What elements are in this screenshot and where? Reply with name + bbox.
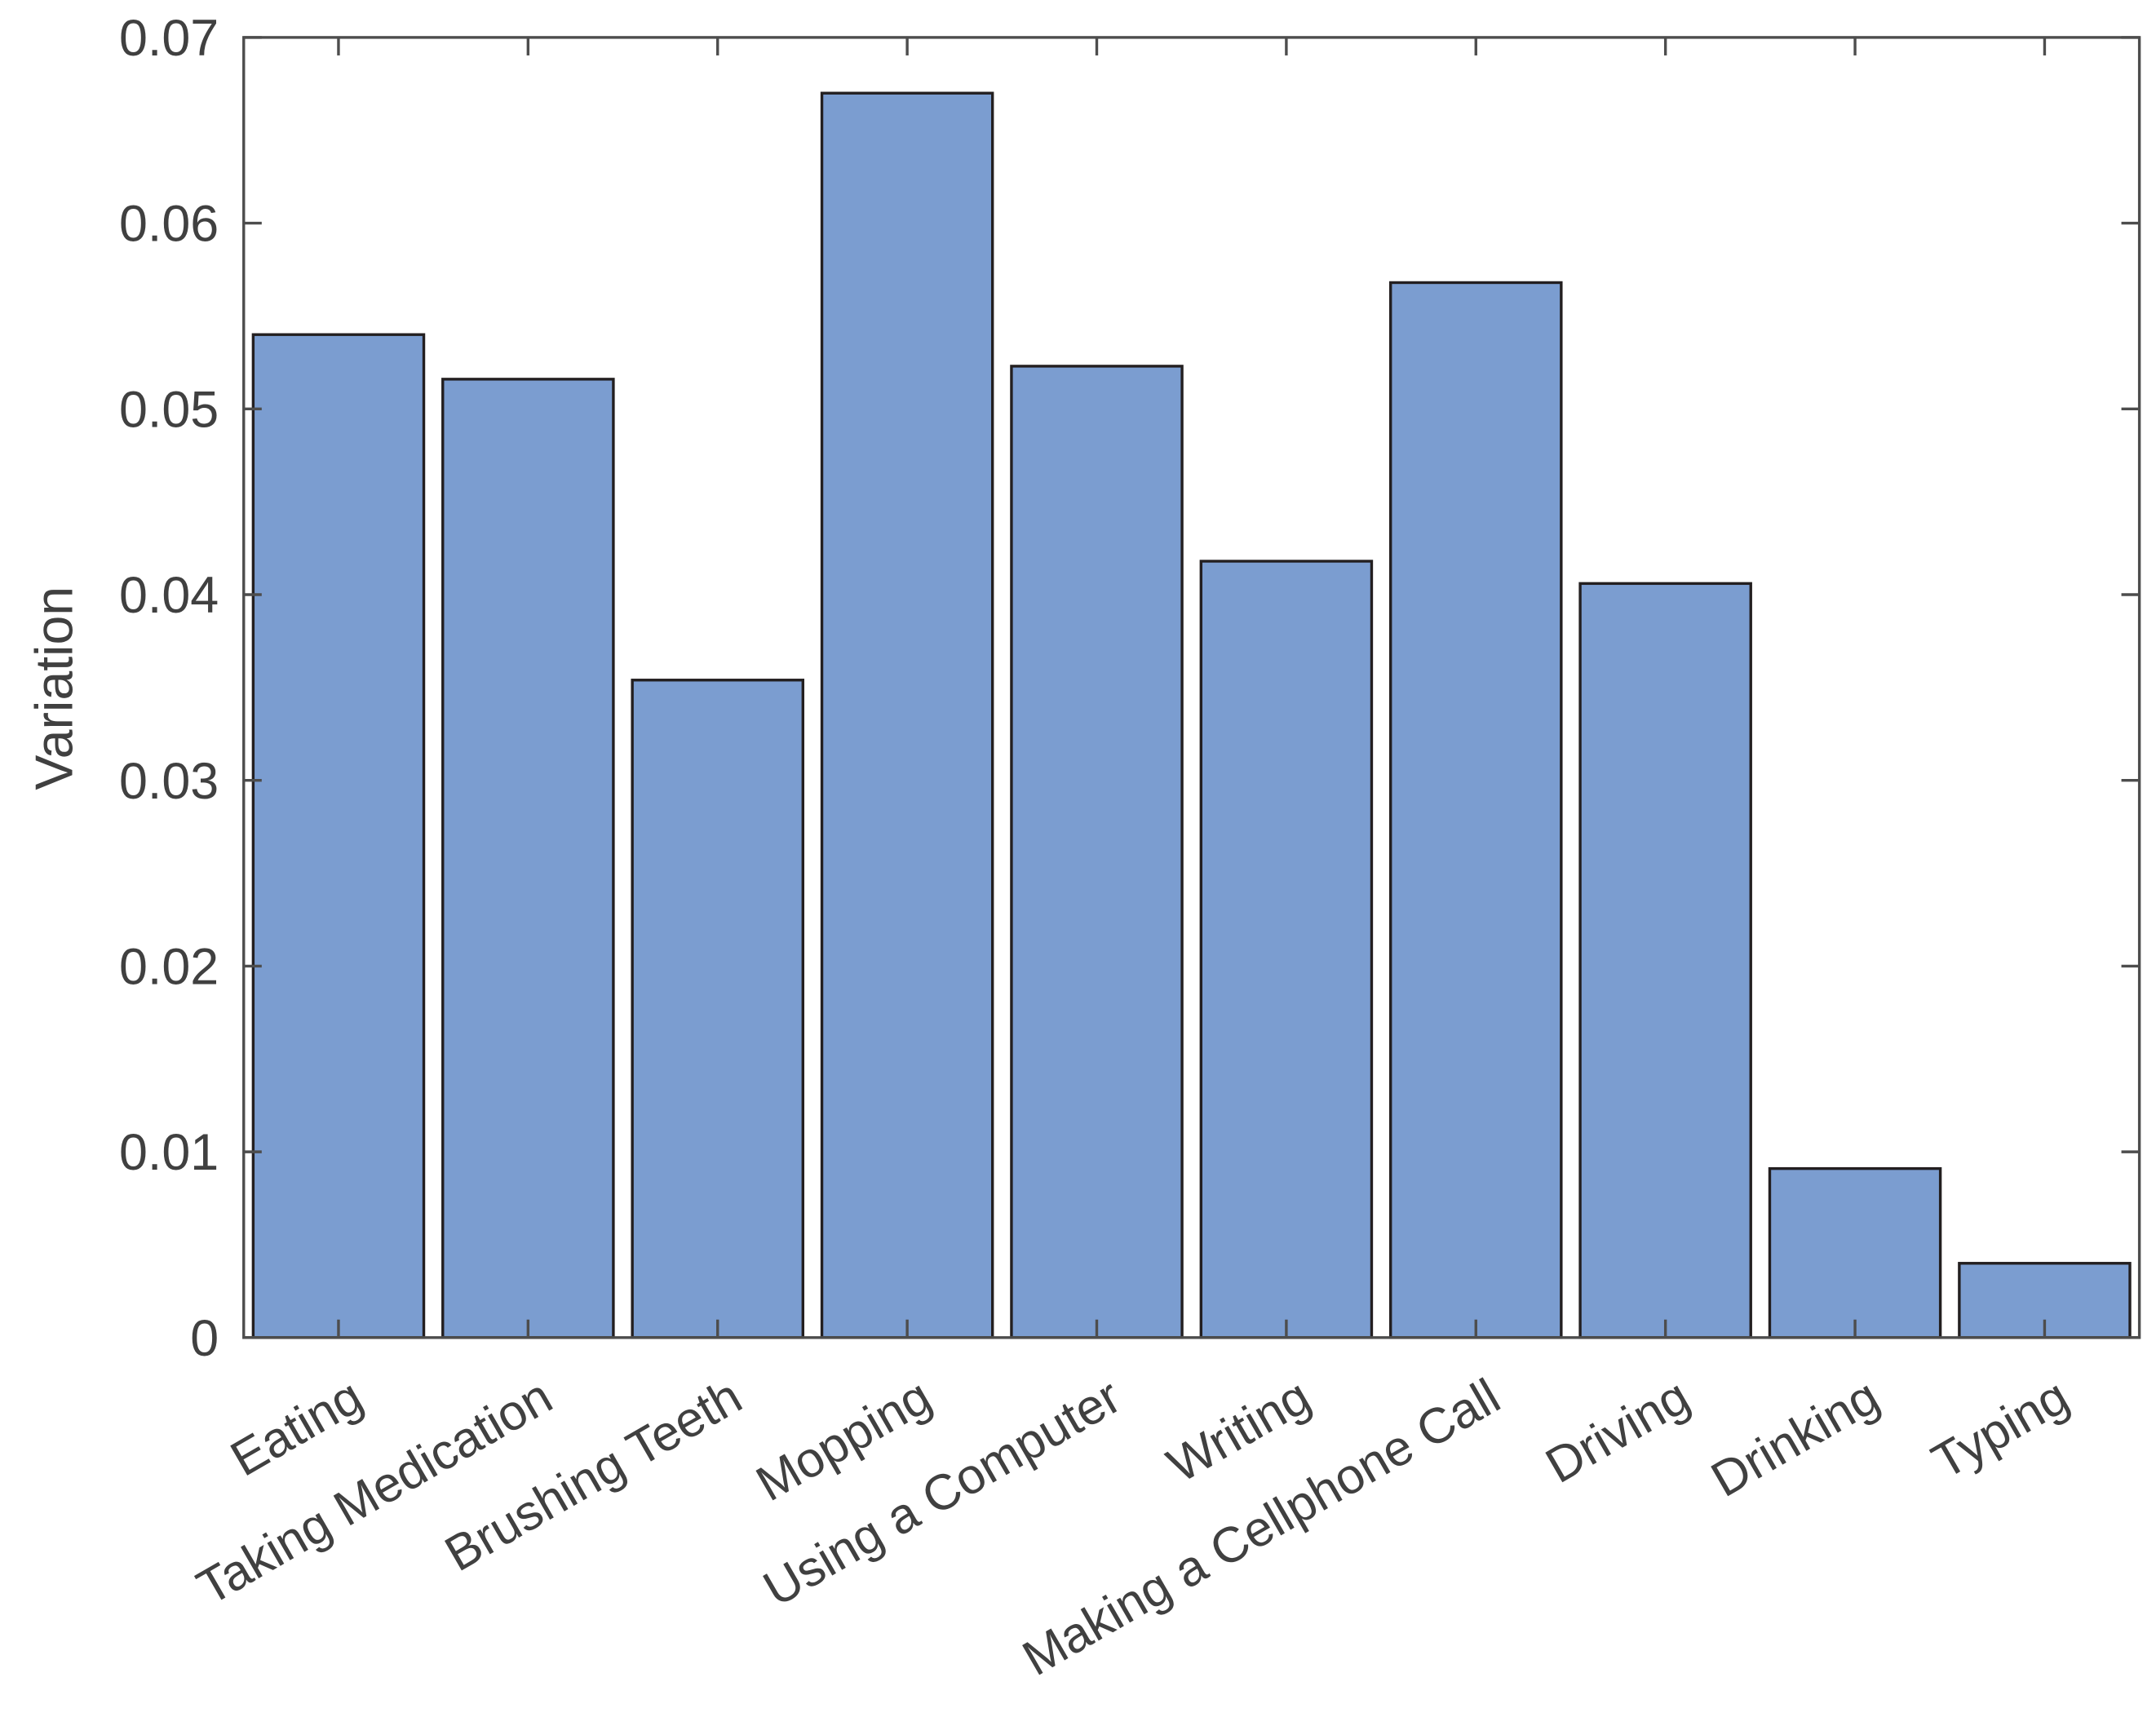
x-tick-label: Driving	[1536, 1368, 1698, 1494]
y-tick-label: 0.06	[119, 196, 219, 253]
x-tick-label: Drinking	[1702, 1368, 1888, 1507]
y-tick-label: 0.04	[119, 567, 219, 624]
y-tick-label: 0.02	[119, 938, 219, 995]
bar-7	[1578, 582, 1752, 1339]
bar-3	[820, 91, 994, 1339]
bar-1	[441, 378, 615, 1339]
axes-box	[242, 36, 2141, 1339]
y-tick-label: 0.05	[119, 381, 219, 438]
bar-0	[251, 333, 426, 1339]
y-tick-label: 0	[190, 1310, 219, 1367]
y-tick-label: 0.01	[119, 1124, 219, 1181]
bar-2	[631, 679, 804, 1339]
y-axis-label: Variation	[24, 586, 83, 790]
bar-5	[1199, 560, 1374, 1339]
x-tick-label: Eating	[221, 1368, 371, 1487]
bar-6	[1389, 281, 1563, 1339]
y-tick-label: 0.07	[119, 10, 219, 67]
bar-8	[1768, 1166, 1942, 1339]
bar-4	[1010, 365, 1184, 1339]
x-tick-label: Using a Computer	[755, 1368, 1130, 1617]
x-tick-label: Typing	[1923, 1368, 2078, 1489]
y-tick-label: 0.03	[119, 753, 219, 810]
x-tick-label: Taking Medication	[188, 1368, 561, 1615]
